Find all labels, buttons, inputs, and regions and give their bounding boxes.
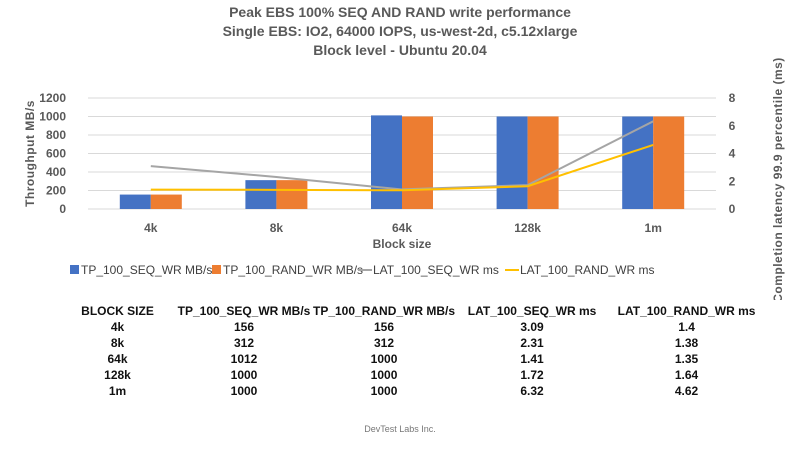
header-cell: BLOCK SIZE — [81, 304, 154, 318]
table-cell: 156 — [374, 320, 395, 334]
table-row: 128k 1000 1000 1.72 1.64 — [60, 367, 764, 383]
header-cell: TP_100_RAND_WR MB/s — [313, 304, 456, 318]
x-tick-label: 1m — [645, 221, 662, 235]
y-tick-label: 0 — [59, 202, 66, 216]
y-tick-label: 400 — [46, 165, 66, 179]
table-cell: 1m — [108, 384, 127, 398]
table-cell: 4.62 — [674, 384, 699, 398]
x-tick-label: 64k — [392, 221, 412, 235]
table-cell: 64k — [107, 352, 128, 366]
table-row: 1m 1000 1000 6.32 4.62 — [60, 383, 764, 399]
bar-tp-100-rand-wr-mb-s — [276, 180, 308, 209]
bar-tp-100-seq-wr-mb-s — [245, 180, 277, 209]
table-cell: 1000 — [370, 368, 398, 382]
table-cell: 3.09 — [520, 320, 544, 334]
table-row: 8k 312 312 2.31 1.38 — [60, 335, 764, 351]
table-cell: 1000 — [230, 384, 258, 398]
y2-tick-label: 2 — [729, 174, 736, 188]
table-cell: 6.32 — [520, 384, 544, 398]
bar-tp-100-seq-wr-mb-s — [496, 116, 528, 209]
header-cell: LAT_100_RAND_WR ms — [617, 304, 756, 318]
y2-tick-label: 8 — [729, 91, 736, 105]
y-tick-label: 600 — [46, 147, 66, 161]
y-tick-label: 200 — [46, 184, 66, 198]
y2-axis-title: Completion latency 99.9 percentile (ms) — [771, 57, 785, 300]
legend-label: LAT_100_SEQ_WR ms — [373, 263, 499, 277]
table-cell: 8k — [110, 336, 125, 350]
bar-tp-100-seq-wr-mb-s — [371, 115, 402, 209]
legend-label: TP_100_RAND_WR MB/s — [223, 263, 363, 277]
table-cell: 1.35 — [674, 352, 699, 366]
legend-label: TP_100_SEQ_WR MB/s — [81, 263, 212, 277]
bar-tp-100-rand-wr-mb-s — [150, 194, 182, 209]
chart-title-line-1: Peak EBS 100% SEQ AND RAND write perform… — [229, 4, 571, 20]
y-tick-label: 1000 — [39, 110, 66, 124]
bar-tp-100-seq-wr-mb-s — [119, 194, 151, 209]
table-cell: 1.41 — [520, 352, 544, 366]
legend-swatch — [212, 265, 221, 274]
y-axis-title: Throughput MB/s — [23, 100, 37, 207]
table-cell: 1012 — [230, 352, 258, 366]
data-table: BLOCK SIZE TP_100_SEQ_WR MB/s TP_100_RAN… — [60, 303, 764, 399]
chart-title-line-2: Single EBS: IO2, 64000 IOPS, us-west-2d,… — [222, 23, 578, 39]
legend-swatch — [70, 265, 79, 274]
legend-label: LAT_100_RAND_WR ms — [520, 263, 654, 277]
bar-tp-100-seq-wr-mb-s — [622, 116, 654, 209]
bar-tp-100-rand-wr-mb-s — [402, 116, 433, 209]
y2-tick-label: 4 — [729, 147, 736, 161]
table-row: 64k 1012 1000 1.41 1.35 — [60, 351, 764, 367]
table-cell: 156 — [233, 320, 255, 334]
x-tick-label: 8k — [270, 221, 284, 235]
y2-tick-label: 6 — [729, 119, 736, 133]
table-cell: 1000 — [230, 368, 258, 382]
x-axis-title: Block size — [373, 237, 432, 251]
y-tick-label: 800 — [46, 128, 66, 142]
table-row: 4k 156 156 3.09 1.4 — [60, 319, 764, 335]
table-cell: 128k — [104, 368, 131, 382]
header-cell: LAT_100_SEQ_WR ms — [467, 304, 597, 318]
table-cell: 1.72 — [520, 368, 544, 382]
table-cell: 1.64 — [674, 368, 699, 382]
table-header-row: BLOCK SIZE TP_100_SEQ_WR MB/s TP_100_RAN… — [60, 303, 764, 319]
bar-tp-100-rand-wr-mb-s — [653, 116, 685, 209]
table-cell: 1.4 — [678, 320, 695, 334]
y2-tick-label: 0 — [729, 202, 736, 216]
table-cell: 312 — [374, 336, 395, 350]
footer-credit: DevTest Labs Inc. — [364, 424, 436, 434]
table-cell: 312 — [233, 336, 255, 350]
x-tick-label: 4k — [144, 221, 158, 235]
y-tick-label: 1200 — [39, 91, 66, 105]
table-cell: 1000 — [370, 384, 398, 398]
bar-tp-100-rand-wr-mb-s — [527, 116, 559, 209]
header-cell: TP_100_SEQ_WR MB/s — [177, 304, 311, 318]
chart: 0 200 400 600 800 1000 1200 0 2 4 6 8 4k 8k 64k 128k 1m B… — [23, 57, 785, 300]
x-tick-label: 128k — [514, 221, 541, 235]
table-cell: 2.31 — [520, 336, 544, 350]
table-cell: 1000 — [370, 352, 398, 366]
chart-title-line-3: Block level - Ubuntu 20.04 — [313, 42, 487, 58]
line-lat-100-rand-wr-ms — [150, 143, 654, 192]
table-cell: 4k — [110, 320, 125, 334]
table-cell: 1.38 — [674, 336, 699, 350]
